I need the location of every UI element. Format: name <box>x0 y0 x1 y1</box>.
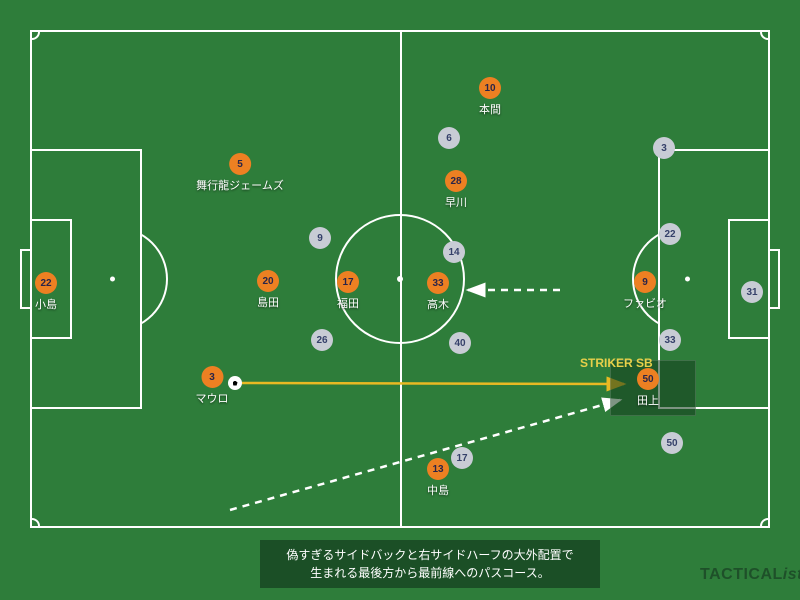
player-number: 22 <box>659 223 681 245</box>
caption-line: 生まれる最後方から最前線へのパスコース。 <box>276 564 584 582</box>
player-token[interactable]: 3 <box>653 137 675 159</box>
player-name: 小島 <box>35 296 57 312</box>
player-number: 13 <box>427 458 449 480</box>
player-number: 31 <box>741 281 763 303</box>
player-number: 14 <box>443 241 465 263</box>
player-token[interactable]: 40 <box>449 332 471 354</box>
corner-arc <box>24 24 40 40</box>
player-number: 9 <box>309 227 331 249</box>
player-name: 島田 <box>257 294 279 310</box>
player-token[interactable]: 20 島田 <box>257 270 279 310</box>
player-token[interactable]: 17 福田 <box>337 271 359 311</box>
player-number: 33 <box>427 272 449 294</box>
player-token[interactable]: 9 <box>309 227 331 249</box>
caption-box: 偽すぎるサイドバックと右サイドハーフの大外配置で 生まれる最後方から最前線へのパ… <box>260 540 600 588</box>
brand-text-ital: ista <box>783 566 800 583</box>
player-name: 高木 <box>427 296 449 312</box>
player-number: 28 <box>445 170 467 192</box>
player-number: 50 <box>661 432 683 454</box>
player-token[interactable]: 28 早川 <box>445 170 467 210</box>
player-token[interactable]: 33 <box>659 329 681 351</box>
ball-icon <box>228 376 242 390</box>
player-number: 22 <box>35 272 57 294</box>
player-number: 26 <box>311 329 333 351</box>
player-name: 舞行龍ジェームズ <box>196 177 284 193</box>
caption-line: 偽すぎるサイドバックと右サイドハーフの大外配置で <box>276 546 584 564</box>
player-token[interactable]: 26 <box>311 329 333 351</box>
tactical-canvas: STRIKER SB 691426401732233503122小島5舞行龍ジェ… <box>0 0 800 600</box>
player-name: ファビオ <box>623 295 667 311</box>
player-token[interactable]: 33 高木 <box>427 272 449 312</box>
six-yard-right <box>728 219 768 339</box>
player-token[interactable]: 13 中島 <box>427 458 449 498</box>
player-token[interactable]: 14 <box>443 241 465 263</box>
player-name: 中島 <box>427 482 449 498</box>
player-number: 50 <box>637 368 659 390</box>
player-token[interactable]: 22 小島 <box>35 272 57 312</box>
player-name: マウロ <box>196 390 229 406</box>
player-number: 40 <box>449 332 471 354</box>
player-token[interactable]: 50 <box>661 432 683 454</box>
center-spot <box>397 276 403 282</box>
player-token[interactable]: 10 本間 <box>479 77 501 117</box>
player-name: 早川 <box>445 194 467 210</box>
player-token[interactable]: 3 マウロ <box>196 366 229 406</box>
goal-right <box>768 249 780 309</box>
player-token[interactable]: 9 ファビオ <box>623 271 667 311</box>
player-name: 田上 <box>637 392 659 408</box>
corner-arc <box>760 24 776 40</box>
player-number: 3 <box>201 366 223 388</box>
player-name: 本間 <box>479 101 501 117</box>
player-name: 福田 <box>337 295 359 311</box>
player-number: 17 <box>451 447 473 469</box>
player-number: 3 <box>653 137 675 159</box>
penalty-spot-right <box>685 277 690 282</box>
player-token[interactable]: 50 田上 <box>637 368 659 408</box>
brand-watermark: TACTICALista <box>700 566 800 584</box>
player-number: 9 <box>634 271 656 293</box>
corner-arc <box>24 518 40 534</box>
player-token[interactable]: 31 <box>741 281 763 303</box>
corner-arc <box>760 518 776 534</box>
player-token[interactable]: 17 <box>451 447 473 469</box>
player-number: 5 <box>229 153 251 175</box>
penalty-spot-left <box>110 277 115 282</box>
brand-text: TACTICAL <box>700 566 783 583</box>
player-token[interactable]: 6 <box>438 127 460 149</box>
player-number: 20 <box>257 270 279 292</box>
goal-left <box>20 249 32 309</box>
player-token[interactable]: 22 <box>659 223 681 245</box>
player-number: 10 <box>479 77 501 99</box>
player-number: 33 <box>659 329 681 351</box>
player-number: 6 <box>438 127 460 149</box>
player-number: 17 <box>337 271 359 293</box>
player-token[interactable]: 5 舞行龍ジェームズ <box>196 153 284 193</box>
